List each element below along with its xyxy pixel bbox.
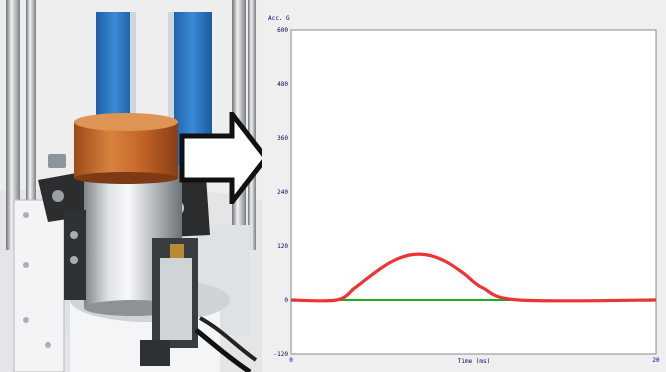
y-tick-label: 120 [277,243,288,250]
x-axis-label: Time (ms) [458,358,491,365]
plot-area [290,29,657,355]
series-line-acceleration [290,252,657,303]
right-arrow-icon [178,106,270,210]
y-tick-labels: 600 480 360 240 120 0 -120 [274,27,289,358]
y-tick-label: 480 [277,81,288,88]
y-tick-label: -120 [274,351,289,358]
x-tick-label: 0 [289,357,293,364]
y-tick-label: 0 [284,297,288,304]
y-tick-label: 600 [277,27,288,34]
x-tick-label: 20 [652,357,660,364]
y-tick-label: 360 [277,135,288,142]
y-axis-label: Acc. G [268,15,290,22]
x-tick-labels: 0 20 [289,357,660,364]
y-tick-label: 240 [277,189,288,196]
series-layer [290,252,657,303]
